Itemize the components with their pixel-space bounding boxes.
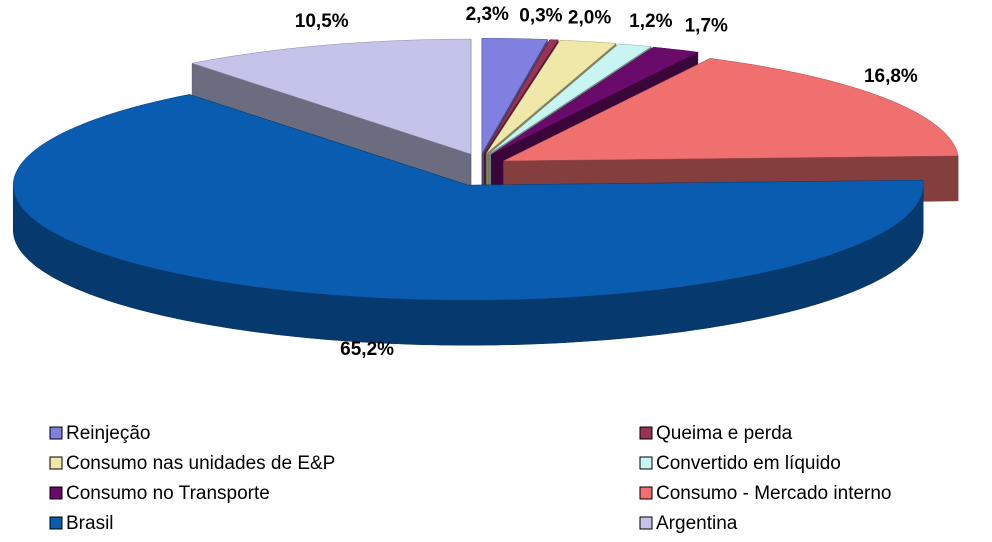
- data-label: 0,3%: [519, 5, 562, 26]
- slice: [12, 94, 924, 301]
- slice: [486, 39, 617, 154]
- legend-item: Reinjeção: [49, 423, 151, 444]
- data-label: 1,2%: [629, 11, 672, 32]
- legend-swatch: [639, 486, 653, 500]
- legend-item: Queima e perda: [639, 423, 793, 444]
- legend-label: Argentina: [656, 513, 738, 534]
- legend-item: Consumo - Mercado interno: [639, 483, 892, 504]
- data-label: 10,5%: [295, 11, 349, 32]
- slice: [491, 46, 699, 155]
- slice: [503, 58, 959, 162]
- data-label: 1,7%: [685, 15, 728, 36]
- data-label: 65,2%: [340, 339, 394, 360]
- legend-swatch: [639, 426, 653, 440]
- legend-label: Consumo nas unidades de E&P: [66, 453, 335, 474]
- slice: [12, 94, 924, 346]
- legend-label: Consumo no Transporte: [66, 483, 270, 504]
- legend-label: Brasil: [66, 513, 114, 534]
- legend-swatch: [49, 516, 63, 530]
- legend-label: Consumo - Mercado interno: [656, 483, 892, 504]
- legend-label: Convertido em líquido: [656, 453, 841, 474]
- legend-item: Convertido em líquido: [639, 453, 841, 474]
- data-label: 2,3%: [466, 4, 509, 25]
- slice: [481, 37, 548, 155]
- legend-item: Consumo nas unidades de E&P: [49, 453, 335, 474]
- legend-swatch: [49, 456, 63, 470]
- legend-swatch: [639, 516, 653, 530]
- data-label: 16,8%: [864, 66, 918, 87]
- legend-swatch: [639, 456, 653, 470]
- legend-item: Consumo no Transporte: [49, 483, 270, 504]
- slice: [192, 38, 472, 155]
- legend-label: Queima e perda: [656, 423, 793, 444]
- legend-swatch: [49, 486, 63, 500]
- legend-item: Argentina: [639, 513, 738, 534]
- legend-label: Reinjeção: [66, 423, 151, 444]
- legend-swatch: [49, 426, 63, 440]
- slice: [488, 43, 652, 155]
- slice: [484, 39, 559, 154]
- data-label: 2,0%: [568, 7, 611, 28]
- legend-item: Brasil: [49, 513, 114, 534]
